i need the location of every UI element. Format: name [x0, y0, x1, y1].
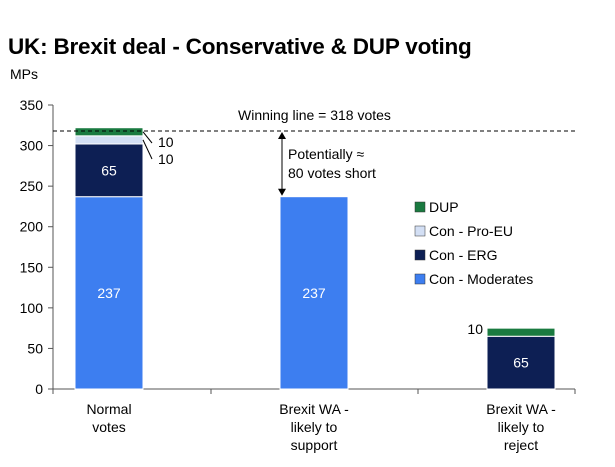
legend-label-con-pro-eu: Con - Pro-EU	[429, 223, 513, 239]
legend-swatch-con-pro-eu	[414, 225, 426, 237]
bar-con-pro-eu	[74, 135, 144, 145]
bar-con-erg	[74, 143, 144, 198]
data-label-con-moderates: 237	[97, 285, 121, 301]
category-label: likely to	[498, 419, 545, 435]
category-label: support	[291, 437, 338, 453]
gap-arrow-head-down	[278, 188, 286, 196]
y-axis-title: MPs	[10, 66, 38, 82]
bar-dup	[74, 127, 144, 137]
data-label-dup: 10	[158, 134, 174, 150]
legend-swatch-con-erg	[414, 249, 426, 261]
y-tick-label: 100	[20, 300, 44, 316]
legend-label-con-moderates: Con - Moderates	[429, 271, 533, 287]
legend-swatch-con-moderates	[414, 273, 426, 285]
callout-leader	[142, 139, 153, 160]
bar-con-erg	[486, 335, 556, 390]
y-tick-label: 350	[20, 97, 44, 113]
category-label: votes	[92, 419, 125, 435]
data-label-con-erg: 65	[101, 162, 117, 178]
data-label-dup: 10	[467, 321, 483, 337]
category-label: reject	[504, 437, 538, 453]
gap-annotation-line: Potentially ≈	[288, 146, 364, 162]
category-label: Normal	[86, 401, 131, 417]
bar-con-moderates	[279, 196, 349, 390]
y-tick-label: 150	[20, 259, 44, 275]
y-tick-label: 0	[35, 381, 43, 397]
category-label: Brexit WA -	[486, 401, 556, 417]
y-tick-label: 300	[20, 138, 44, 154]
bar-con-moderates	[74, 196, 144, 390]
data-label-con-erg: 65	[513, 355, 529, 371]
data-label-con-moderates: 237	[302, 285, 326, 301]
category-label: likely to	[291, 419, 338, 435]
category-label: Brexit WA -	[279, 401, 349, 417]
y-tick-label: 50	[27, 340, 43, 356]
gap-annotation-line: 80 votes short	[288, 165, 376, 181]
winning-line-label: Winning line = 318 votes	[238, 107, 391, 123]
data-label-con-pro-eu: 10	[158, 151, 174, 167]
bar-dup	[486, 327, 556, 337]
y-tick-label: 200	[20, 219, 44, 235]
gap-arrow-head-up	[278, 131, 286, 139]
legend-label-con-erg: Con - ERG	[429, 247, 497, 263]
chart-title: UK: Brexit deal - Conservative & DUP vot…	[8, 34, 472, 59]
callout-leader	[142, 131, 153, 144]
legend-label-dup: DUP	[429, 199, 459, 215]
legend-swatch-dup	[414, 201, 426, 213]
y-tick-label: 250	[20, 178, 44, 194]
